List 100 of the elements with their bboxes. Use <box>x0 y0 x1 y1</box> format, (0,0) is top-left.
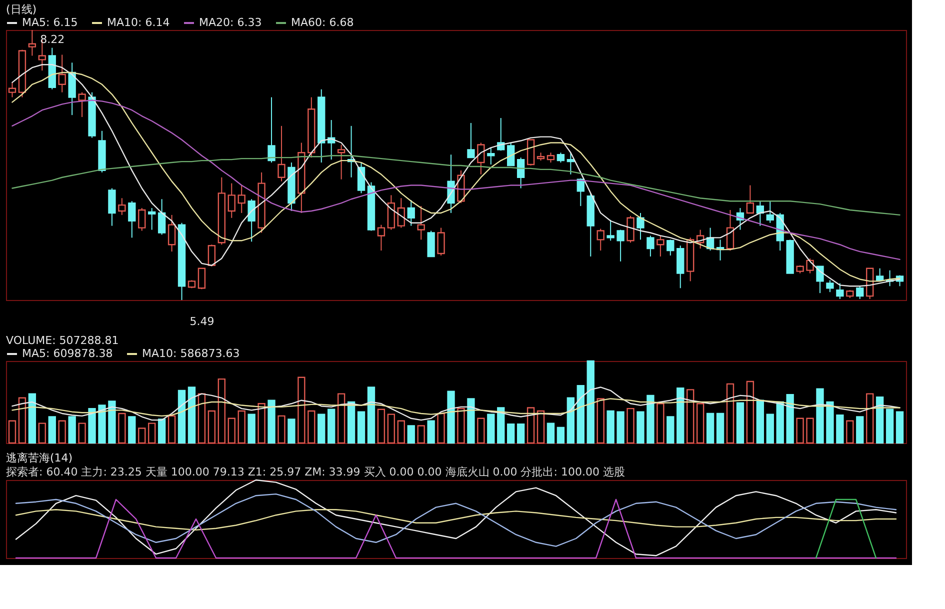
candlestick <box>357 162 366 194</box>
candlestick <box>616 229 624 262</box>
bar <box>387 414 396 444</box>
bar <box>716 412 724 444</box>
bar <box>816 388 824 444</box>
bar <box>786 394 794 444</box>
chart-title: (日线) <box>6 3 37 16</box>
bar <box>8 420 16 444</box>
bar <box>507 424 515 444</box>
bar <box>636 411 644 444</box>
candlestick <box>606 219 614 242</box>
bar <box>328 408 336 444</box>
bar <box>457 408 465 444</box>
candlestick <box>467 122 475 158</box>
bar <box>656 403 664 444</box>
bar <box>407 425 415 444</box>
bar <box>28 393 36 444</box>
candlestick <box>876 268 884 282</box>
bar <box>88 408 96 444</box>
bar <box>98 404 106 444</box>
bar <box>417 425 425 444</box>
bar <box>158 418 166 444</box>
candlestick <box>407 200 415 226</box>
candlestick <box>158 198 166 236</box>
legend-label: MA10: 6.14 <box>107 16 170 29</box>
bar <box>318 414 326 444</box>
bar <box>447 390 455 444</box>
bar <box>38 422 46 444</box>
bar <box>18 397 26 444</box>
bar <box>118 412 126 444</box>
text: 5.49 <box>190 315 214 328</box>
candlestick <box>397 198 405 228</box>
candlestick <box>278 125 286 182</box>
candlestick <box>377 224 386 252</box>
candlestick <box>516 157 525 189</box>
legend-label: MA10: 586873.63 <box>142 347 240 360</box>
bar <box>776 401 784 444</box>
bar <box>148 422 156 444</box>
bar <box>646 394 654 444</box>
bar <box>866 393 874 444</box>
bar <box>108 400 116 444</box>
bar <box>726 383 734 444</box>
legend-label: MA5: 6.15 <box>22 16 78 29</box>
bar <box>846 420 854 444</box>
chart-title: 逃离苦海(14) <box>6 451 73 464</box>
bar <box>566 397 575 444</box>
candlestick <box>248 198 256 242</box>
candlestick <box>656 235 664 257</box>
bar <box>666 416 674 444</box>
candlestick <box>168 214 176 252</box>
annotation: 8.22 <box>40 33 65 46</box>
bar <box>536 410 545 444</box>
bar <box>427 420 435 444</box>
bar <box>806 418 814 444</box>
candlestick <box>238 184 246 214</box>
bar <box>268 400 276 444</box>
bar <box>357 411 366 444</box>
candlestick <box>28 30 36 56</box>
legend-label: MA20: 6.33 <box>199 16 262 29</box>
bar <box>596 398 604 444</box>
candlestick <box>78 92 86 118</box>
candlestick <box>566 152 575 175</box>
bar <box>896 411 904 444</box>
candlestick <box>487 147 495 166</box>
text: 探索者: 60.40 主力: 23.25 天量 100.00 79.13 Z1: 25.97 ZM: 33.99 买入 0.00 0.00 海底火山 0.00 分批出: 100.00 选股 <box>6 465 625 478</box>
bar <box>796 418 804 444</box>
bar <box>337 393 346 444</box>
bar <box>198 393 206 444</box>
candlestick <box>816 266 824 294</box>
bar <box>526 407 535 444</box>
candlestick <box>228 182 236 218</box>
candlestick <box>836 282 844 300</box>
bar <box>58 420 66 444</box>
bar <box>78 422 86 444</box>
candlestick <box>636 212 644 240</box>
candlestick <box>148 208 156 230</box>
candlestick <box>477 142 485 175</box>
bar <box>298 376 306 444</box>
candlestick <box>726 210 734 252</box>
candlestick <box>746 184 754 214</box>
bar <box>138 428 146 444</box>
candlestick <box>626 215 634 244</box>
bar <box>497 407 505 444</box>
candlestick <box>427 230 435 258</box>
bar <box>248 414 256 444</box>
candlestick <box>118 198 126 216</box>
bar <box>437 412 445 444</box>
bar <box>676 387 684 444</box>
bar <box>706 412 714 444</box>
bar <box>208 410 216 444</box>
candlestick <box>576 178 584 207</box>
bar <box>288 418 296 444</box>
bar <box>477 418 485 444</box>
bar <box>168 415 176 444</box>
bar <box>586 360 594 444</box>
candlestick <box>546 152 555 164</box>
legend-label: MA60: 6.68 <box>291 16 354 29</box>
legend-label: MA5: 609878.38 <box>22 347 113 360</box>
bar <box>218 378 226 444</box>
bar <box>576 385 584 444</box>
